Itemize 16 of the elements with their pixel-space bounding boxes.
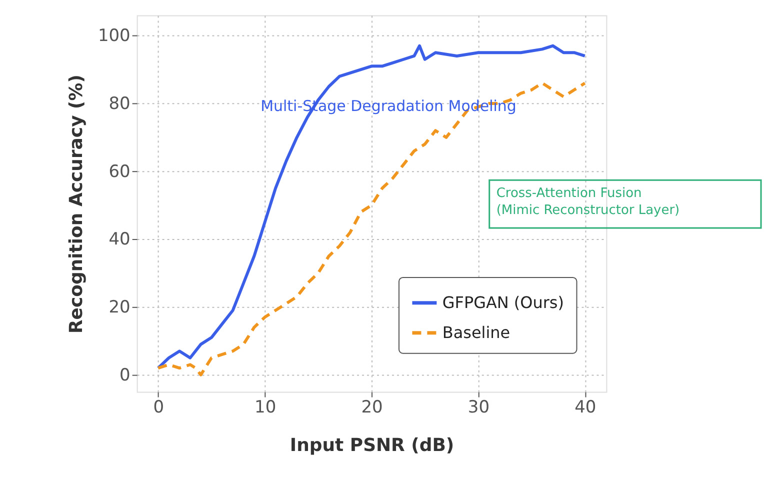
legend-label: GFPGAN (Ours): [442, 292, 564, 312]
annotation: Cross-Attention Fusion (Mimic Reconstructor Layer): [496, 186, 680, 218]
x-tick-label: 40: [574, 397, 596, 418]
y-tick-label: 0: [120, 365, 130, 386]
y-tick-label: 100: [98, 26, 130, 46]
y-tick-label: 20: [108, 297, 130, 318]
legend-label: Baseline: [442, 322, 510, 342]
x-tick-label: 20: [361, 397, 383, 418]
x-tick-label: 0: [153, 397, 164, 418]
y-axis-title: Recognition Accuracy (%): [66, 74, 87, 334]
y-tick-label: 40: [108, 230, 130, 250]
x-axis-title: Input PSNR (dB): [290, 435, 454, 456]
x-tick-label: 30: [468, 397, 490, 418]
y-tick-label: 80: [108, 94, 130, 114]
x-tick-label: 10: [254, 397, 276, 418]
y-tick-label: 60: [108, 162, 130, 182]
